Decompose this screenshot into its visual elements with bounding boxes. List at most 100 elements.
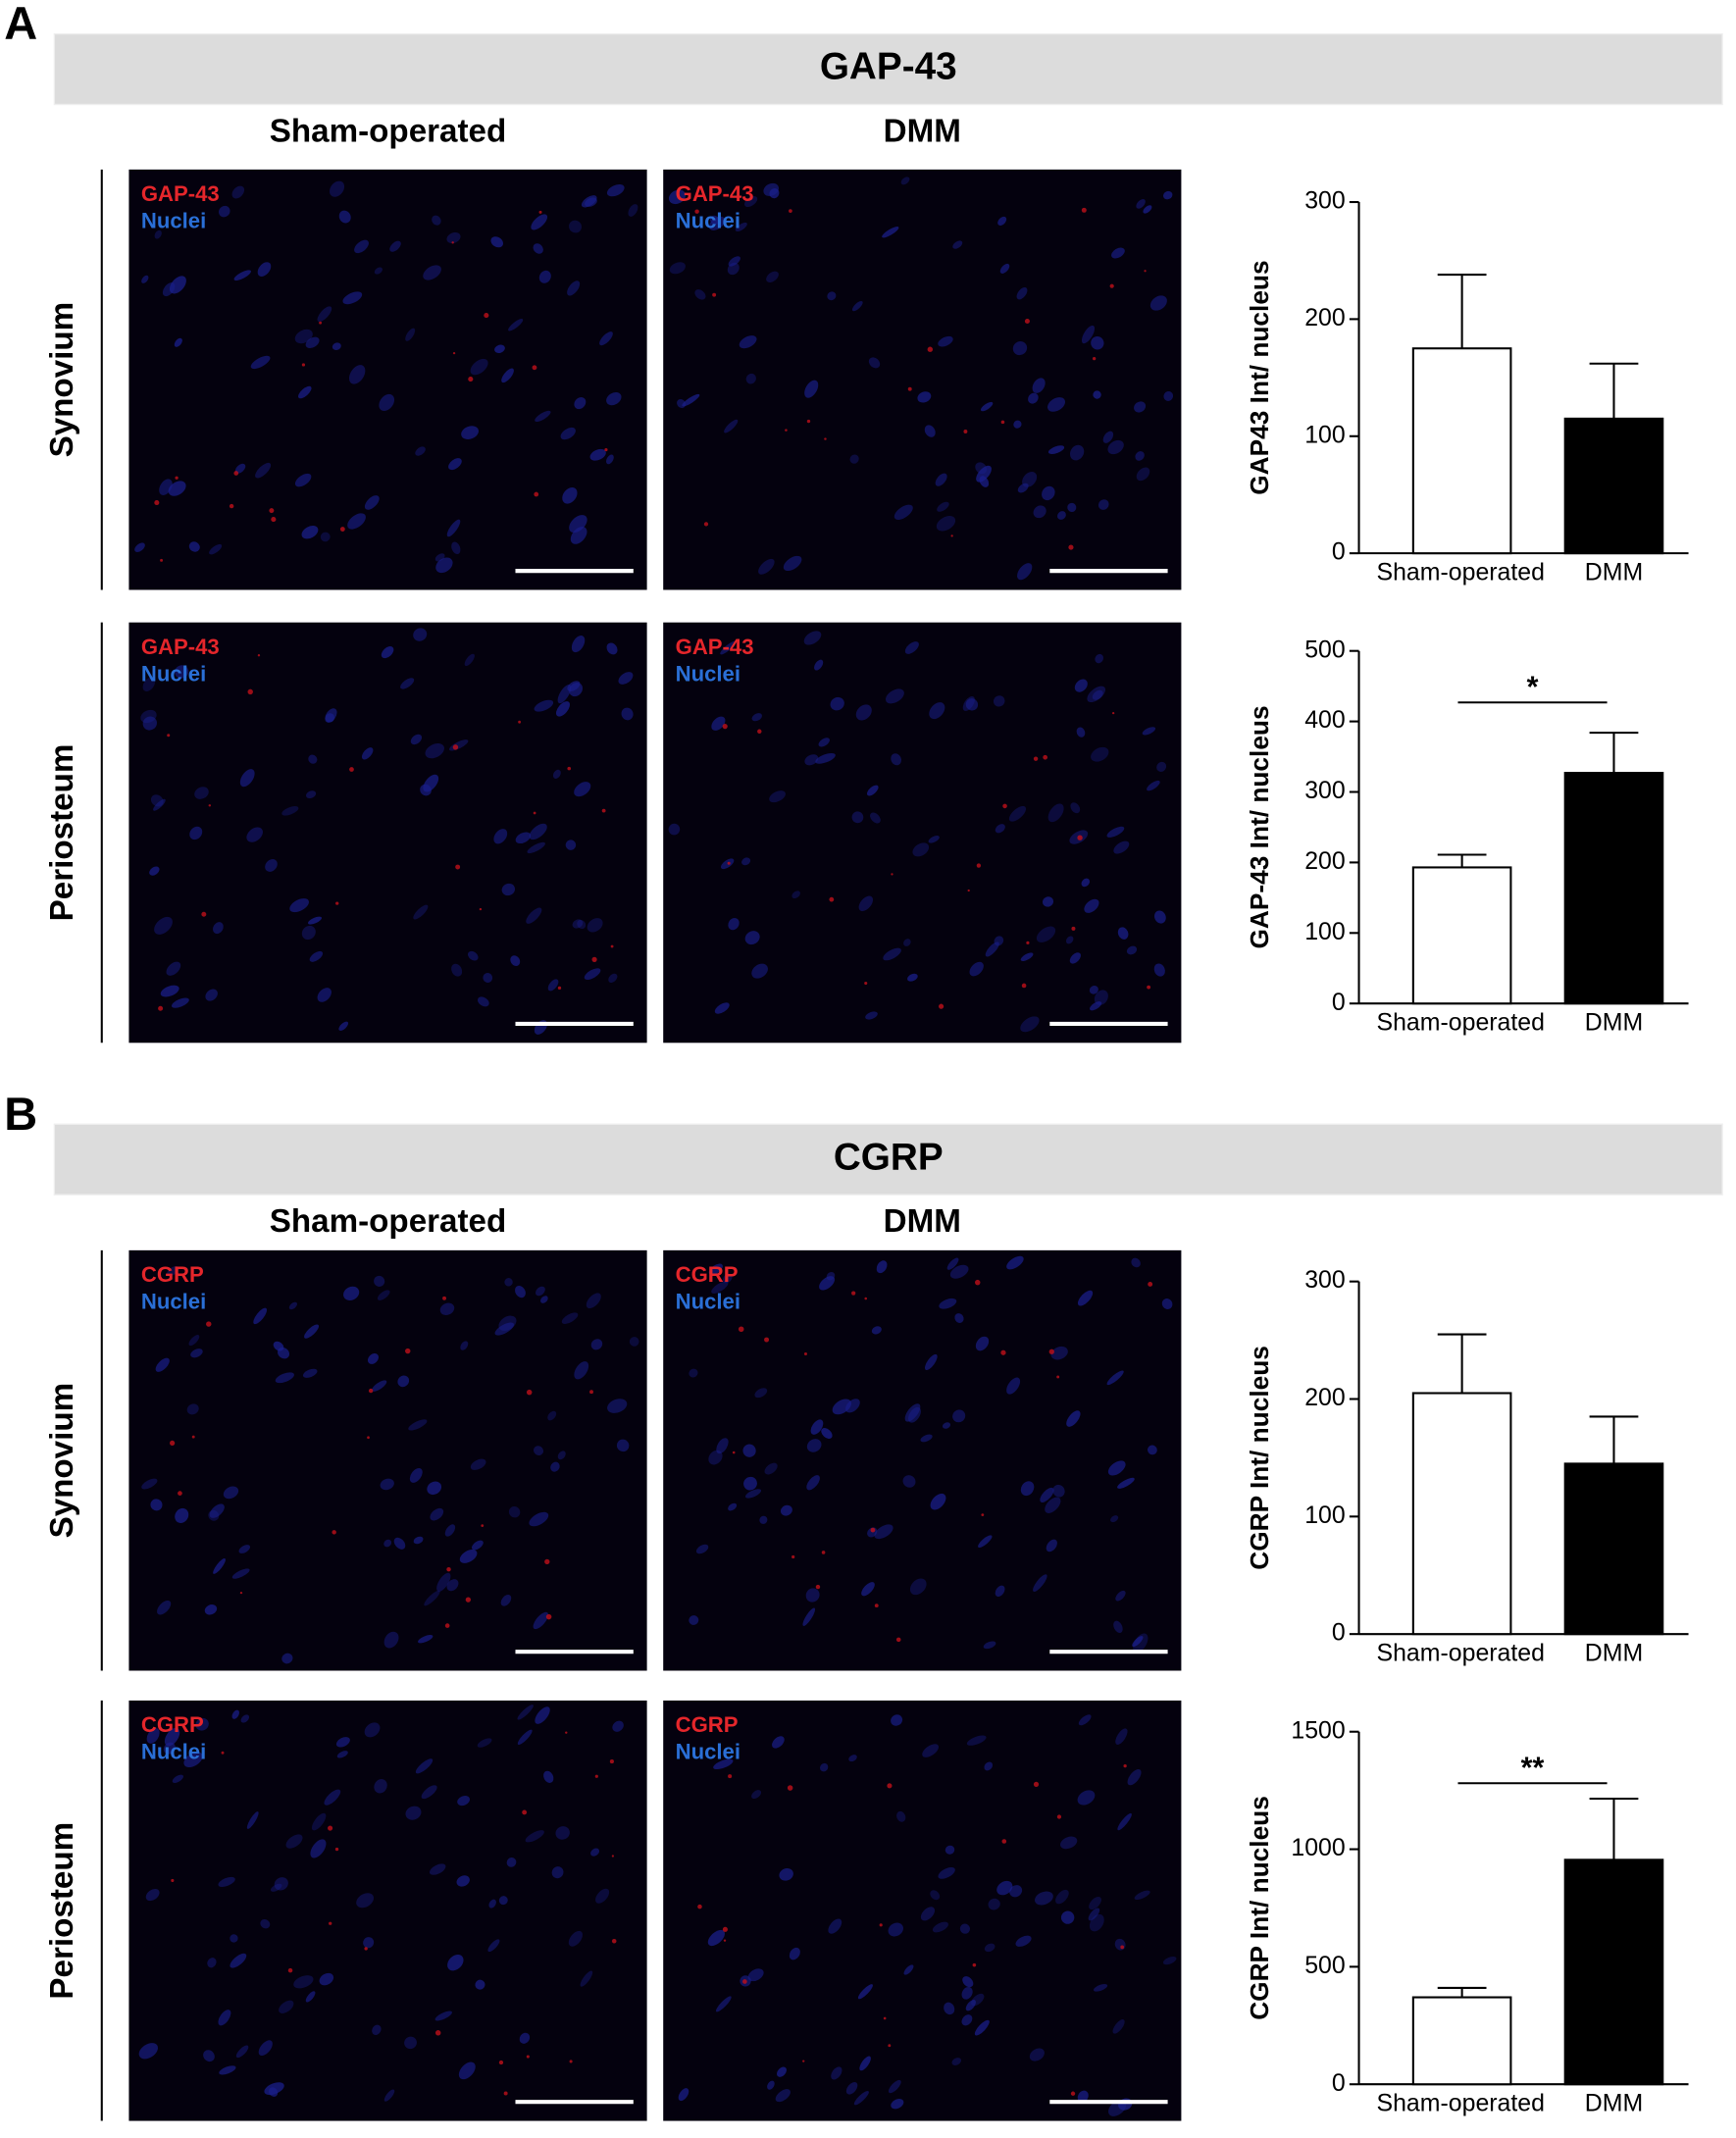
y-tick-label: 300 [1304, 777, 1346, 804]
nucleus-stain [747, 1968, 764, 1982]
header-bar [53, 1123, 1723, 1196]
nucleus-stain [335, 1737, 350, 1748]
nucleus-stain [965, 2000, 976, 2011]
nucleus-stain [984, 1761, 994, 1771]
nucleus-stain [517, 1705, 534, 1720]
nucleus-stain [413, 904, 429, 920]
marker-stain [569, 2060, 573, 2063]
marker-stain [1000, 420, 1005, 425]
nucleus-stain [446, 519, 461, 537]
marker-stain [821, 1551, 826, 1554]
marker-stain [544, 1558, 550, 1565]
nucleus-stain [468, 950, 479, 961]
nucleus-stain [804, 754, 819, 766]
marker-stain [452, 351, 456, 355]
nucleus-stain [188, 1335, 200, 1347]
nucleus-stain [682, 393, 700, 407]
nucleus-stain [1094, 990, 1108, 1005]
nucleus-stain [562, 487, 578, 504]
nucleus-stain [464, 653, 475, 667]
nucleus-stain [606, 391, 622, 406]
marker-stain [883, 2016, 887, 2020]
nucleus-stain [367, 1352, 379, 1364]
marker-stain [939, 1003, 945, 1009]
nucleus-stain [961, 1986, 973, 2000]
nucleus-stain [1047, 803, 1064, 823]
marker-stain [446, 1566, 451, 1572]
nucleus-stain [1040, 1487, 1054, 1502]
nucleus-stain [483, 973, 493, 983]
nucleus-stain [1047, 445, 1065, 454]
nucleus-stain [510, 955, 521, 966]
nucleus-stain [493, 829, 508, 844]
nucleus-stain [168, 481, 186, 496]
nucleus-stain [157, 1600, 172, 1615]
nucleus-stain [980, 401, 994, 412]
nucleus-stain [186, 1403, 199, 1415]
nucleus-stain [231, 1709, 239, 1719]
micrograph-background [128, 169, 647, 590]
nucleus-stain [945, 1845, 955, 1855]
nucleus-stain [324, 1789, 341, 1806]
nucleus-stain [338, 210, 351, 224]
marker-stain [206, 1321, 212, 1327]
nucleus-stain [325, 708, 337, 723]
nucleus-stain [415, 446, 426, 456]
y-tick-label: 0 [1332, 989, 1346, 1016]
marker-stain [301, 363, 306, 367]
nucleus-stain [1115, 1590, 1126, 1602]
nucleus-stain [728, 918, 740, 931]
nucleus-stain [194, 787, 209, 799]
nucleus-stain [744, 931, 760, 945]
nucleus-stain [995, 824, 1005, 834]
nucleus-stain [223, 1486, 239, 1500]
nucleus-stain [917, 391, 932, 403]
marker-stain [963, 430, 968, 433]
nucleus-stain [855, 704, 872, 721]
header-bar [53, 32, 1723, 106]
marker-stain [171, 1878, 175, 1883]
nucleus-stain [903, 1964, 914, 1975]
marker-stain [498, 2060, 504, 2065]
nucleus-stain [547, 979, 559, 992]
nucleus-stain [167, 1265, 179, 1277]
nuclei-label: Nuclei [676, 209, 740, 233]
nucleus-stain [260, 1918, 271, 1929]
nucleus-stain [555, 701, 570, 717]
marker-stain [229, 503, 234, 509]
marker-stain [1147, 985, 1151, 990]
nucleus-stain [274, 1877, 288, 1891]
nucleus-stain [494, 1322, 515, 1336]
marker-stain [1071, 926, 1076, 931]
marker-stain [334, 1847, 339, 1852]
nucleus-stain [574, 1361, 589, 1380]
nucleus-stain [508, 319, 524, 331]
nucleus-stain [891, 1714, 903, 1726]
nucleus-stain [246, 1811, 259, 1829]
marker-stain [1033, 756, 1039, 761]
nucleus-stain [1091, 335, 1104, 350]
y-tick-label: 1500 [1291, 1716, 1345, 1744]
nucleus-stain [1127, 1769, 1142, 1786]
nucleus-stain [942, 1422, 951, 1429]
nucleus-stain [421, 1785, 437, 1800]
nucleus-stain [1046, 1539, 1057, 1553]
nucleus-stain [475, 1979, 485, 1990]
nucleus-stain [429, 1863, 446, 1875]
bar [1411, 1996, 1512, 2086]
nucleus-stain [831, 2066, 842, 2080]
nucleus-stain [848, 1755, 857, 1762]
nucleus-stain [896, 1810, 906, 1822]
nucleus-stain [435, 557, 453, 574]
nucleus-stain [830, 696, 844, 711]
significance-label: * [1527, 670, 1539, 703]
marker-stain [1068, 544, 1074, 550]
nucleus-stain [711, 716, 726, 731]
nucleus-stain [309, 950, 324, 962]
micrograph-background [663, 1700, 1182, 2121]
nucleus-stain [1087, 686, 1106, 703]
nucleus-stain [1077, 1290, 1094, 1306]
nucleus-stain [1074, 679, 1088, 692]
